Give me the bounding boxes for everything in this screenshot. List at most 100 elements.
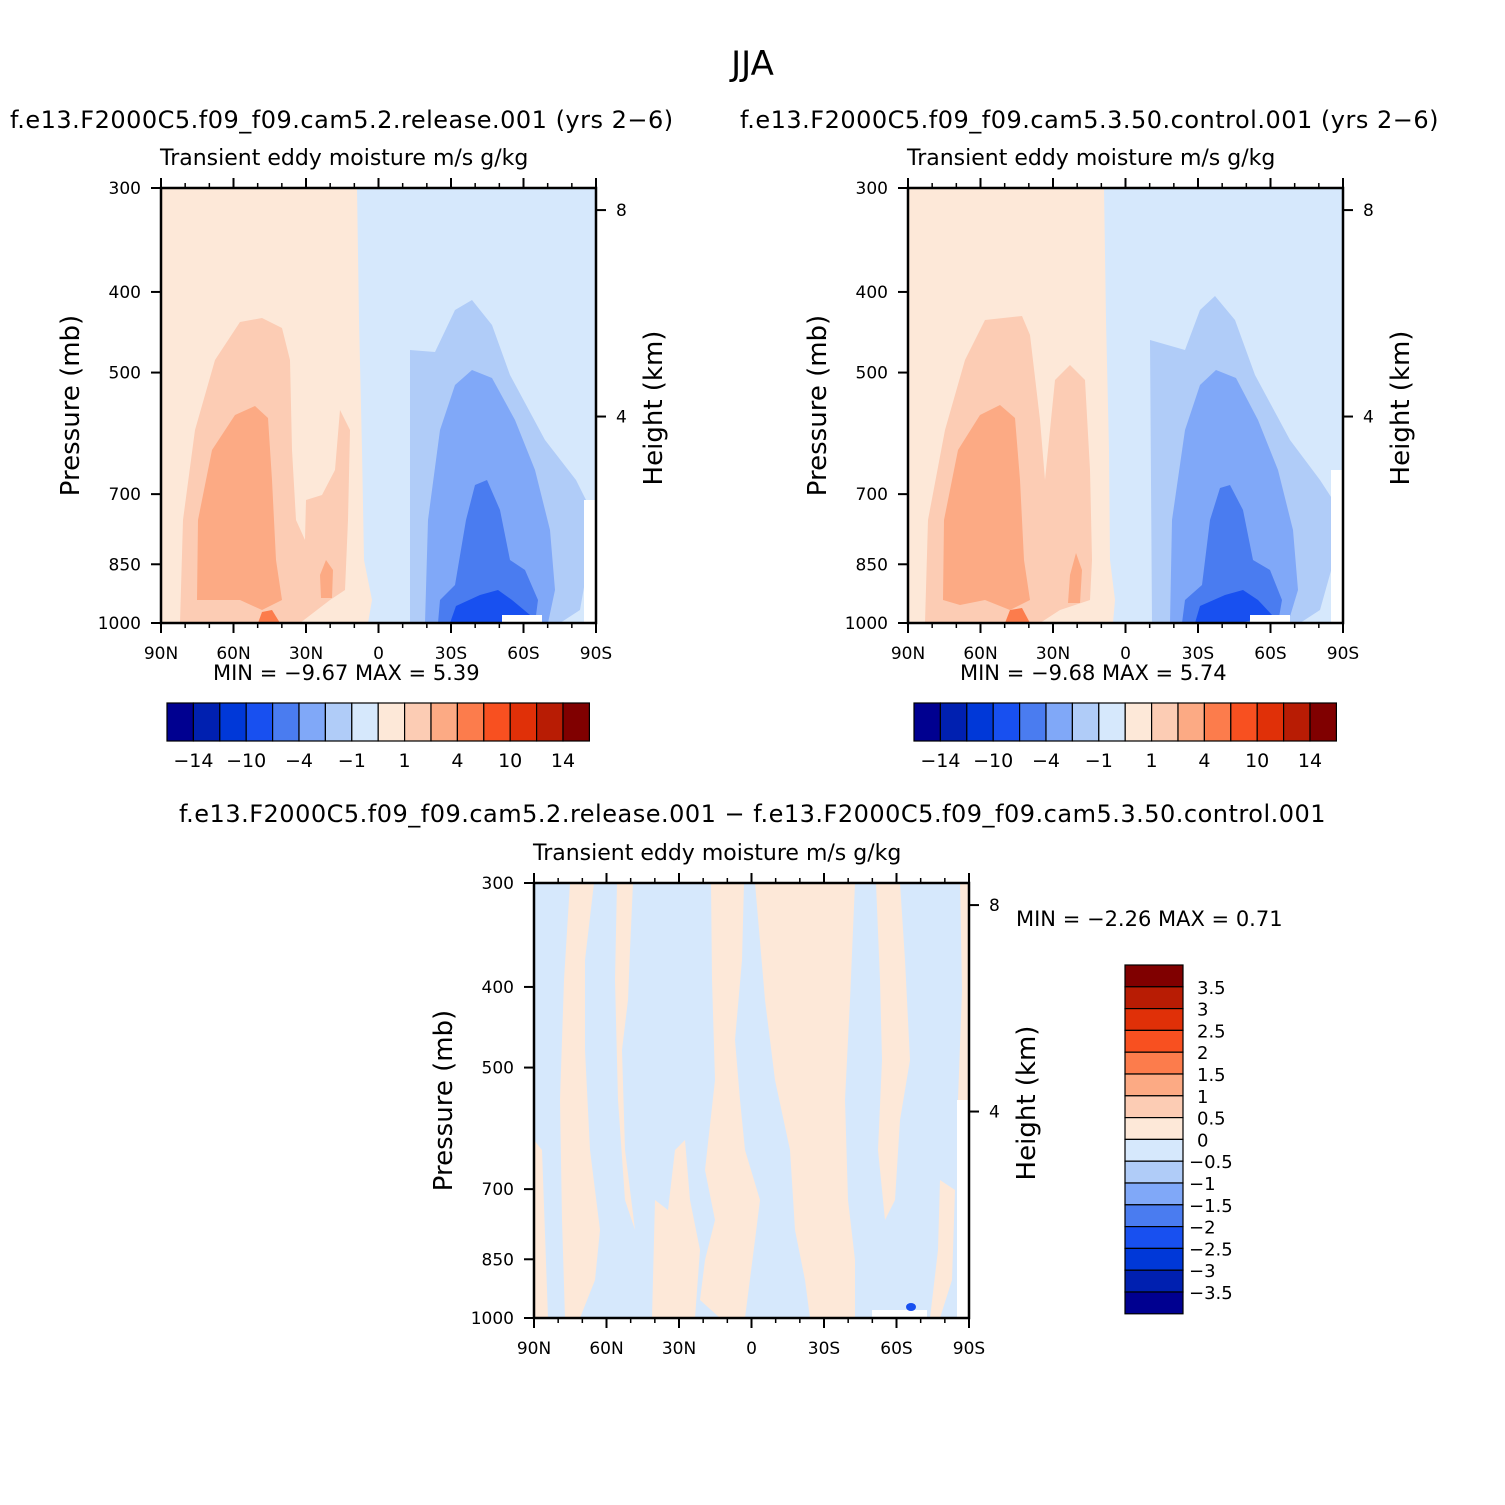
colorbar-box	[913, 702, 941, 742]
colorbar-label: −14	[920, 750, 960, 772]
x-tick-label: 60S	[507, 644, 539, 664]
colorbar-label: 1	[1146, 750, 1158, 772]
x-tick-label: 0	[373, 644, 384, 664]
colorbar-label: 2.5	[1197, 1021, 1226, 1042]
colorbar-box	[483, 702, 511, 742]
colorbar-label: 10	[1245, 750, 1269, 772]
x-tick-label: 90S	[1327, 644, 1359, 664]
y-tick-label: 500	[109, 364, 141, 384]
x-tick-label: 0	[1120, 644, 1131, 664]
colorbar-box	[1177, 702, 1205, 742]
panel1-contour-field	[161, 188, 596, 623]
colorbar-box	[1124, 1116, 1184, 1140]
colorbar-box	[1018, 702, 1047, 742]
colorbar-box	[1124, 1073, 1184, 1097]
colorbar-box	[939, 702, 968, 742]
colorbar-box	[1045, 702, 1073, 742]
y-tick-label: 1000	[98, 614, 141, 634]
colorbar-label: 14	[551, 750, 575, 772]
y2-axis-title: Height (km)	[639, 331, 669, 486]
x-tick-label: 90S	[953, 1339, 985, 1359]
colorbar-box	[1256, 702, 1285, 742]
panel1-axes: 90N 60N 30N 0 30S 60S 90S 300 400 500 700 850 1000 8 4…	[56, 178, 669, 664]
x-tick-label: 30N	[289, 644, 323, 664]
y-tick-label: 500	[856, 364, 888, 384]
colorbar-box	[1282, 702, 1311, 742]
x-tick-label: 90N	[517, 1339, 551, 1359]
panel2-var-title: Transient eddy moisture m/s g/kg	[907, 146, 1276, 171]
x-tick-label: 60S	[1254, 644, 1286, 664]
x-tick-label: 60S	[880, 1339, 912, 1359]
x-tick-label: 30N	[1036, 644, 1070, 664]
colorbar-label: −14	[173, 750, 213, 772]
colorbar-label: 4	[451, 750, 463, 772]
colorbar-box	[377, 702, 406, 742]
colorbar-label: 4	[1198, 750, 1210, 772]
panel3-axes: 90N 60N 30N 0 30S 60S 90S 300 400 500 700 850 1000 8 4…	[429, 873, 1042, 1359]
colorbar-box	[1309, 702, 1337, 742]
y2-tick-label: 8	[1363, 201, 1374, 221]
colorbar-box	[562, 702, 590, 742]
y-tick-label: 700	[482, 1180, 514, 1200]
y2-tick-label: 4	[616, 408, 627, 428]
panel2-minmax: MIN = −9.68 MAX = 5.74	[960, 661, 1227, 685]
colorbar-box	[966, 702, 994, 742]
x-tick-label: 90N	[891, 644, 925, 664]
colorbar-box	[404, 702, 432, 742]
colorbar-box	[992, 702, 1021, 742]
y-tick-label: 700	[856, 485, 888, 505]
panel3-var-title: Transient eddy moisture m/s g/kg	[533, 841, 902, 866]
panel1-run-title: f.e13.F2000C5.f09_f09.cam5.2.release.001…	[10, 106, 674, 134]
y2-tick-label: 4	[1363, 408, 1374, 428]
colorbar-label: −1.5	[1189, 1196, 1233, 1217]
y2-axis-title: Height (km)	[1386, 331, 1416, 486]
x-tick-label: 30S	[808, 1339, 840, 1359]
y-tick-label: 1000	[845, 614, 888, 634]
y-tick-label: 1000	[471, 1309, 514, 1329]
colorbar-label: −4	[1032, 750, 1060, 772]
colorbar-box	[1150, 702, 1179, 742]
colorbar-box	[1124, 1007, 1184, 1031]
colorbar-label: −2.5	[1189, 1239, 1233, 1260]
colorbar-label: −1	[338, 750, 366, 772]
colorbar-box	[1124, 1269, 1184, 1293]
colorbar-box	[1124, 1225, 1184, 1249]
colorbar-label: −2	[1189, 1218, 1216, 1239]
x-tick-label: 60N	[589, 1339, 623, 1359]
colorbar-box	[509, 702, 538, 742]
colorbar-label: −10	[973, 750, 1013, 772]
colorbar-box	[1124, 1138, 1184, 1162]
y-axis-title: Pressure (mb)	[56, 315, 86, 496]
y-tick-label: 500	[482, 1059, 514, 1079]
colorbar-box	[456, 702, 485, 742]
y-tick-label: 850	[482, 1250, 514, 1270]
colorbar-label: 3	[1197, 1000, 1208, 1021]
colorbar-box	[1124, 964, 1184, 988]
x-tick-label: 30N	[662, 1339, 696, 1359]
colorbar-label: −3	[1189, 1261, 1216, 1282]
colorbar-box	[1124, 1204, 1184, 1228]
colorbar-box	[1124, 1247, 1184, 1271]
colorbar-box	[219, 702, 247, 742]
y-tick-label: 300	[856, 179, 888, 199]
panel2-axes: 90N 60N 30N 0 30S 60S 90S 300 400 500 700 850 1000 8 4…	[803, 178, 1416, 664]
panel1-var-title: Transient eddy moisture m/s g/kg	[160, 146, 529, 171]
panel3-minmax: MIN = −2.26 MAX = 0.71	[1016, 907, 1283, 931]
colorbar-label: 10	[498, 750, 522, 772]
colorbar-label: −3.5	[1189, 1283, 1233, 1304]
colorbar-label: 2	[1197, 1043, 1208, 1064]
panel2-contour-field	[908, 188, 1343, 623]
colorbar-box	[192, 702, 221, 742]
colorbar-box	[1071, 702, 1100, 742]
colorbar-box	[351, 702, 379, 742]
x-tick-label: 0	[746, 1339, 757, 1359]
colorbar-label: −1	[1085, 750, 1113, 772]
y-axis-title: Pressure (mb)	[429, 1010, 459, 1191]
y2-tick-label: 8	[616, 201, 627, 221]
colorbar-box	[298, 702, 326, 742]
colorbar-box	[1124, 1291, 1184, 1315]
main-title: JJA	[731, 44, 774, 84]
colorbar-box	[324, 702, 353, 742]
colorbar-box	[245, 702, 274, 742]
